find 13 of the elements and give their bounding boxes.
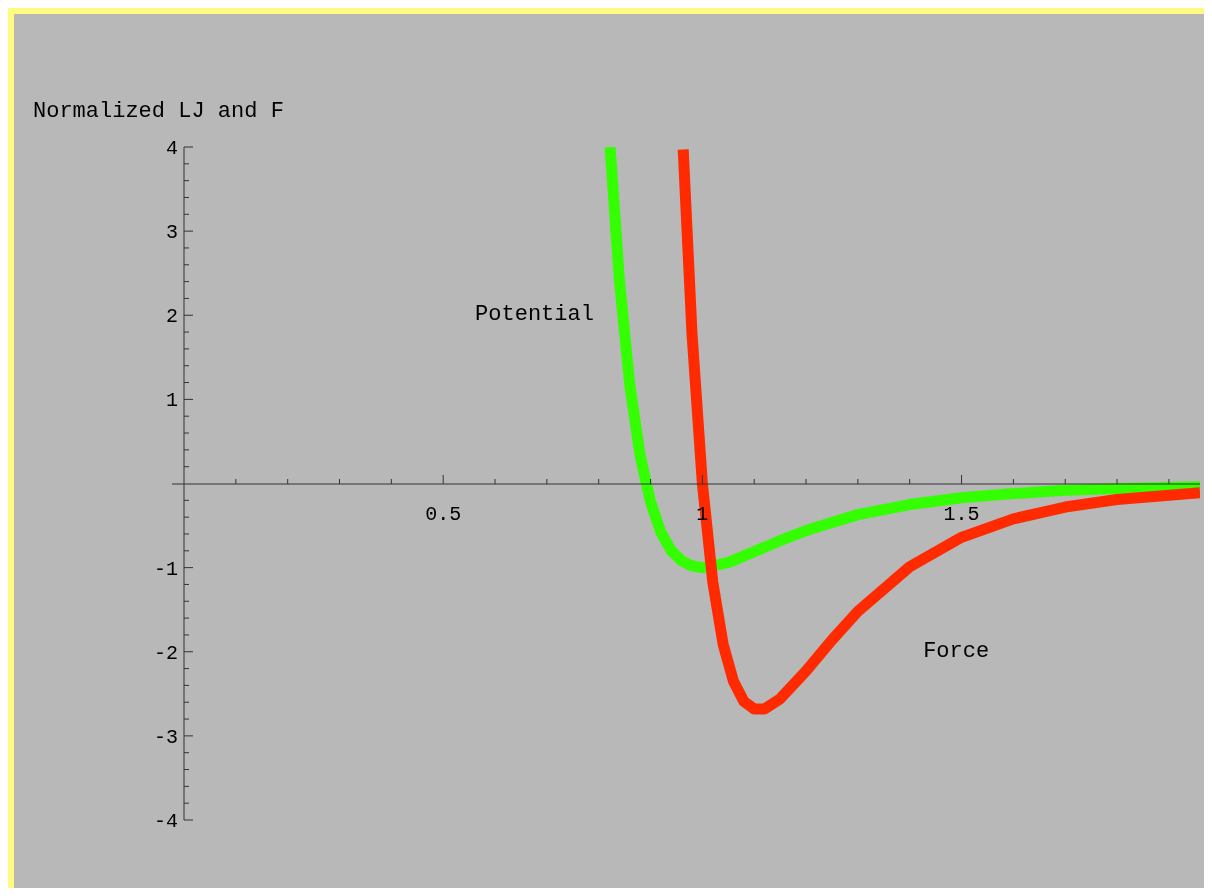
x-tick-label: 1.5 — [943, 503, 980, 526]
y-tick-label: 2 — [165, 305, 178, 329]
y-tick-label: 1 — [165, 389, 178, 413]
series-label: Potential — [474, 301, 595, 327]
y-tick-label: -2 — [153, 641, 178, 665]
y-tick-label: 4 — [165, 137, 178, 160]
y-tick-label: 3 — [165, 221, 178, 245]
x-tick-label: 0.5 — [425, 503, 462, 526]
y-tick-label: -3 — [153, 725, 178, 749]
y-tick-label: -4 — [153, 810, 178, 833]
y-axis-title: Normalized LJ and F — [33, 99, 284, 124]
text: Force — [922, 638, 991, 664]
y-tick-label: -1 — [153, 557, 178, 581]
